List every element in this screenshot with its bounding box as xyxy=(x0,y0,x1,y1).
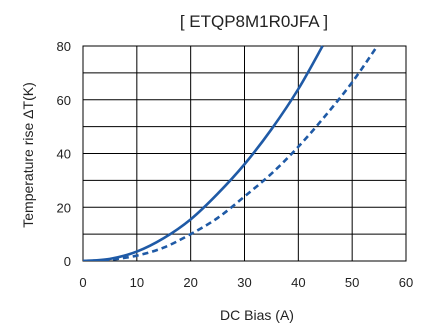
y-tick-label: 60 xyxy=(57,93,71,108)
y-tick-labels: 0 20 40 60 80 xyxy=(57,39,71,269)
x-tick-label: 50 xyxy=(345,275,359,290)
plot-area xyxy=(83,45,378,261)
grid-lines xyxy=(82,45,407,262)
x-tick-label: 40 xyxy=(291,275,305,290)
chart-title: [ ETQP8M1R0JFA ] xyxy=(180,12,328,31)
y-tick-label: 40 xyxy=(57,147,71,162)
series-line-dashed xyxy=(83,46,378,261)
x-tick-label: 20 xyxy=(183,275,197,290)
x-tick-label: 10 xyxy=(130,275,144,290)
y-axis-label: Temperature rise ΔT(K) xyxy=(20,82,36,228)
x-axis-label: DC Bias (A) xyxy=(220,307,294,323)
x-tick-label: 0 xyxy=(79,275,86,290)
y-tick-label: 80 xyxy=(57,39,71,54)
y-tick-label: 20 xyxy=(57,200,71,215)
plot-frame xyxy=(82,45,407,262)
x-tick-label: 30 xyxy=(237,275,251,290)
series-line-solid xyxy=(83,45,324,261)
x-tick-label: 60 xyxy=(399,275,413,290)
x-tick-labels: 0 10 20 30 40 50 60 xyxy=(79,275,413,290)
y-tick-label: 0 xyxy=(64,254,71,269)
